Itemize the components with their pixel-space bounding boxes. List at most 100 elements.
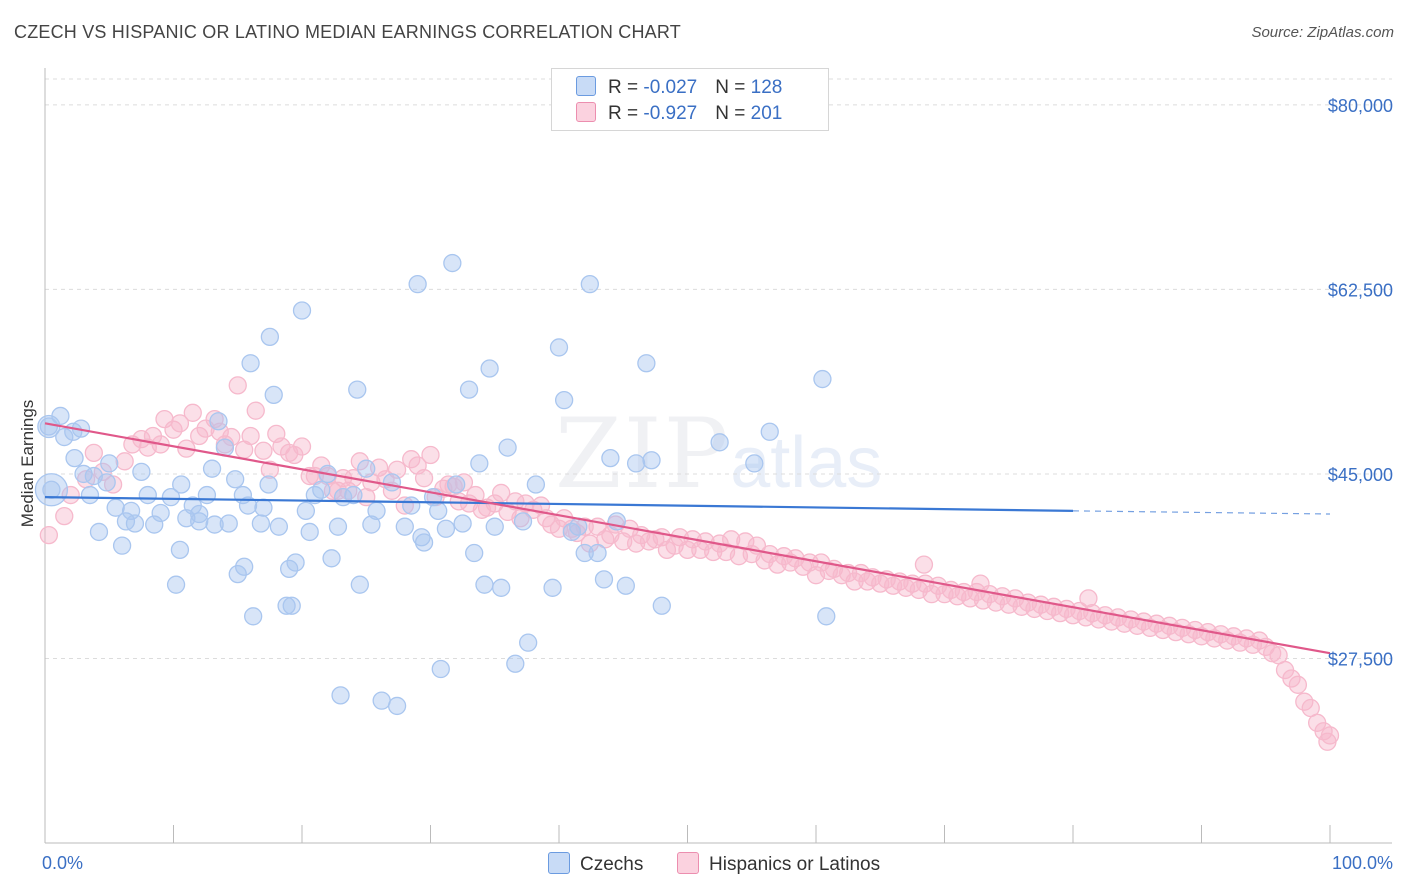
data-point — [414, 469, 434, 488]
data-point — [61, 485, 80, 505]
data-point — [251, 514, 271, 533]
data-point — [197, 485, 217, 505]
data-point — [328, 517, 348, 536]
data-point — [89, 522, 109, 542]
data-point — [710, 433, 729, 452]
data-point — [322, 549, 341, 568]
data-point — [55, 427, 74, 447]
data-point — [760, 422, 779, 441]
data-point — [480, 359, 499, 378]
trend-line-czechs-extension — [1072, 510, 1331, 515]
watermark-atlas: atlas — [730, 423, 883, 503]
data-point — [475, 575, 494, 594]
data-point — [554, 390, 574, 410]
data-point — [254, 498, 273, 517]
y-tick-label: $62,500 — [1328, 280, 1393, 300]
data-point — [414, 533, 434, 552]
series-hispanics — [39, 376, 1340, 751]
data-point — [97, 473, 116, 492]
data-point — [459, 380, 479, 399]
data-point — [492, 578, 511, 597]
data-point — [678, 540, 697, 560]
data-point — [161, 487, 181, 507]
bottom-legend-swatch-czechs — [548, 852, 570, 874]
data-point — [348, 380, 367, 399]
data-point — [172, 475, 191, 494]
data-point — [395, 517, 414, 536]
data-point — [222, 427, 241, 447]
data-point — [205, 515, 224, 534]
y-axis-title: Median Earnings — [18, 400, 37, 528]
data-point — [65, 448, 84, 468]
legend-n-label: N = — [715, 77, 751, 98]
data-point — [170, 414, 190, 433]
data-point — [112, 536, 132, 555]
data-point — [331, 686, 350, 705]
data-point — [138, 485, 157, 505]
source-note: Source: ZipAtlas.com — [1251, 24, 1394, 41]
data-point — [228, 376, 247, 395]
data-point — [543, 578, 562, 597]
data-point — [616, 576, 635, 595]
data-point — [246, 401, 265, 420]
data-point — [526, 475, 546, 494]
series-czechs — [39, 253, 836, 716]
data-point — [115, 452, 134, 471]
y-tick-label: $27,500 — [1328, 649, 1393, 669]
data-point — [817, 607, 836, 626]
data-point — [170, 540, 190, 560]
legend-n-value-hispanics: 201 — [750, 103, 783, 124]
data-point — [575, 543, 594, 563]
correlation-legend: R = -0.027 N = 128 R = -0.927 N = 201 — [551, 68, 829, 131]
data-point — [269, 517, 289, 536]
data-point — [642, 451, 661, 470]
data-point — [971, 574, 990, 593]
data-point — [312, 480, 331, 499]
bottom-legend-czechs[interactable]: Czechs — [548, 852, 643, 876]
data-point — [626, 454, 646, 473]
bottom-legend-hispanics[interactable]: Hispanics or Latinos — [677, 852, 880, 876]
data-point — [745, 454, 764, 473]
legend-swatch-czechs — [576, 76, 596, 96]
data-point — [513, 512, 533, 531]
data-point — [286, 553, 305, 572]
data-point — [219, 514, 238, 533]
data-point — [264, 385, 283, 405]
data-point — [132, 462, 151, 481]
axes — [44, 68, 1392, 844]
bottom-legend-label-czechs: Czechs — [580, 854, 644, 875]
data-point — [80, 485, 100, 505]
chart-title: CZECH VS HISPANIC OR LATINO MEDIAN EARNI… — [14, 22, 681, 42]
data-points — [34, 253, 1340, 751]
data-point — [296, 501, 316, 521]
data-point — [350, 575, 369, 594]
trend-line-hispanics — [44, 422, 1331, 655]
data-point — [408, 275, 427, 294]
data-point — [292, 301, 312, 320]
data-point — [260, 327, 280, 347]
data-point — [84, 443, 103, 463]
data-point — [244, 607, 263, 626]
data-point — [125, 514, 145, 533]
trend-line-czechs — [44, 496, 1074, 512]
data-point — [549, 338, 569, 357]
data-point — [238, 496, 258, 515]
y-tick-label: $80,000 — [1328, 96, 1393, 116]
data-point — [519, 633, 538, 652]
data-point — [1079, 589, 1098, 608]
data-point — [183, 403, 202, 422]
data-point — [588, 543, 607, 563]
legend-r-value-hispanics: -0.927 — [643, 103, 698, 124]
data-point — [914, 555, 934, 574]
data-point — [387, 696, 407, 716]
x-tick-label: 100.0% — [1332, 853, 1393, 873]
data-point — [55, 506, 74, 526]
bottom-legend-swatch-hispanics — [677, 852, 699, 874]
data-point — [226, 470, 245, 489]
legend-row-czechs: R = -0.027 N = 128 — [576, 76, 782, 100]
data-point — [190, 426, 209, 446]
legend-row-hispanics: R = -0.927 N = 201 — [576, 102, 782, 126]
data-point — [369, 458, 389, 477]
data-point — [292, 437, 312, 456]
